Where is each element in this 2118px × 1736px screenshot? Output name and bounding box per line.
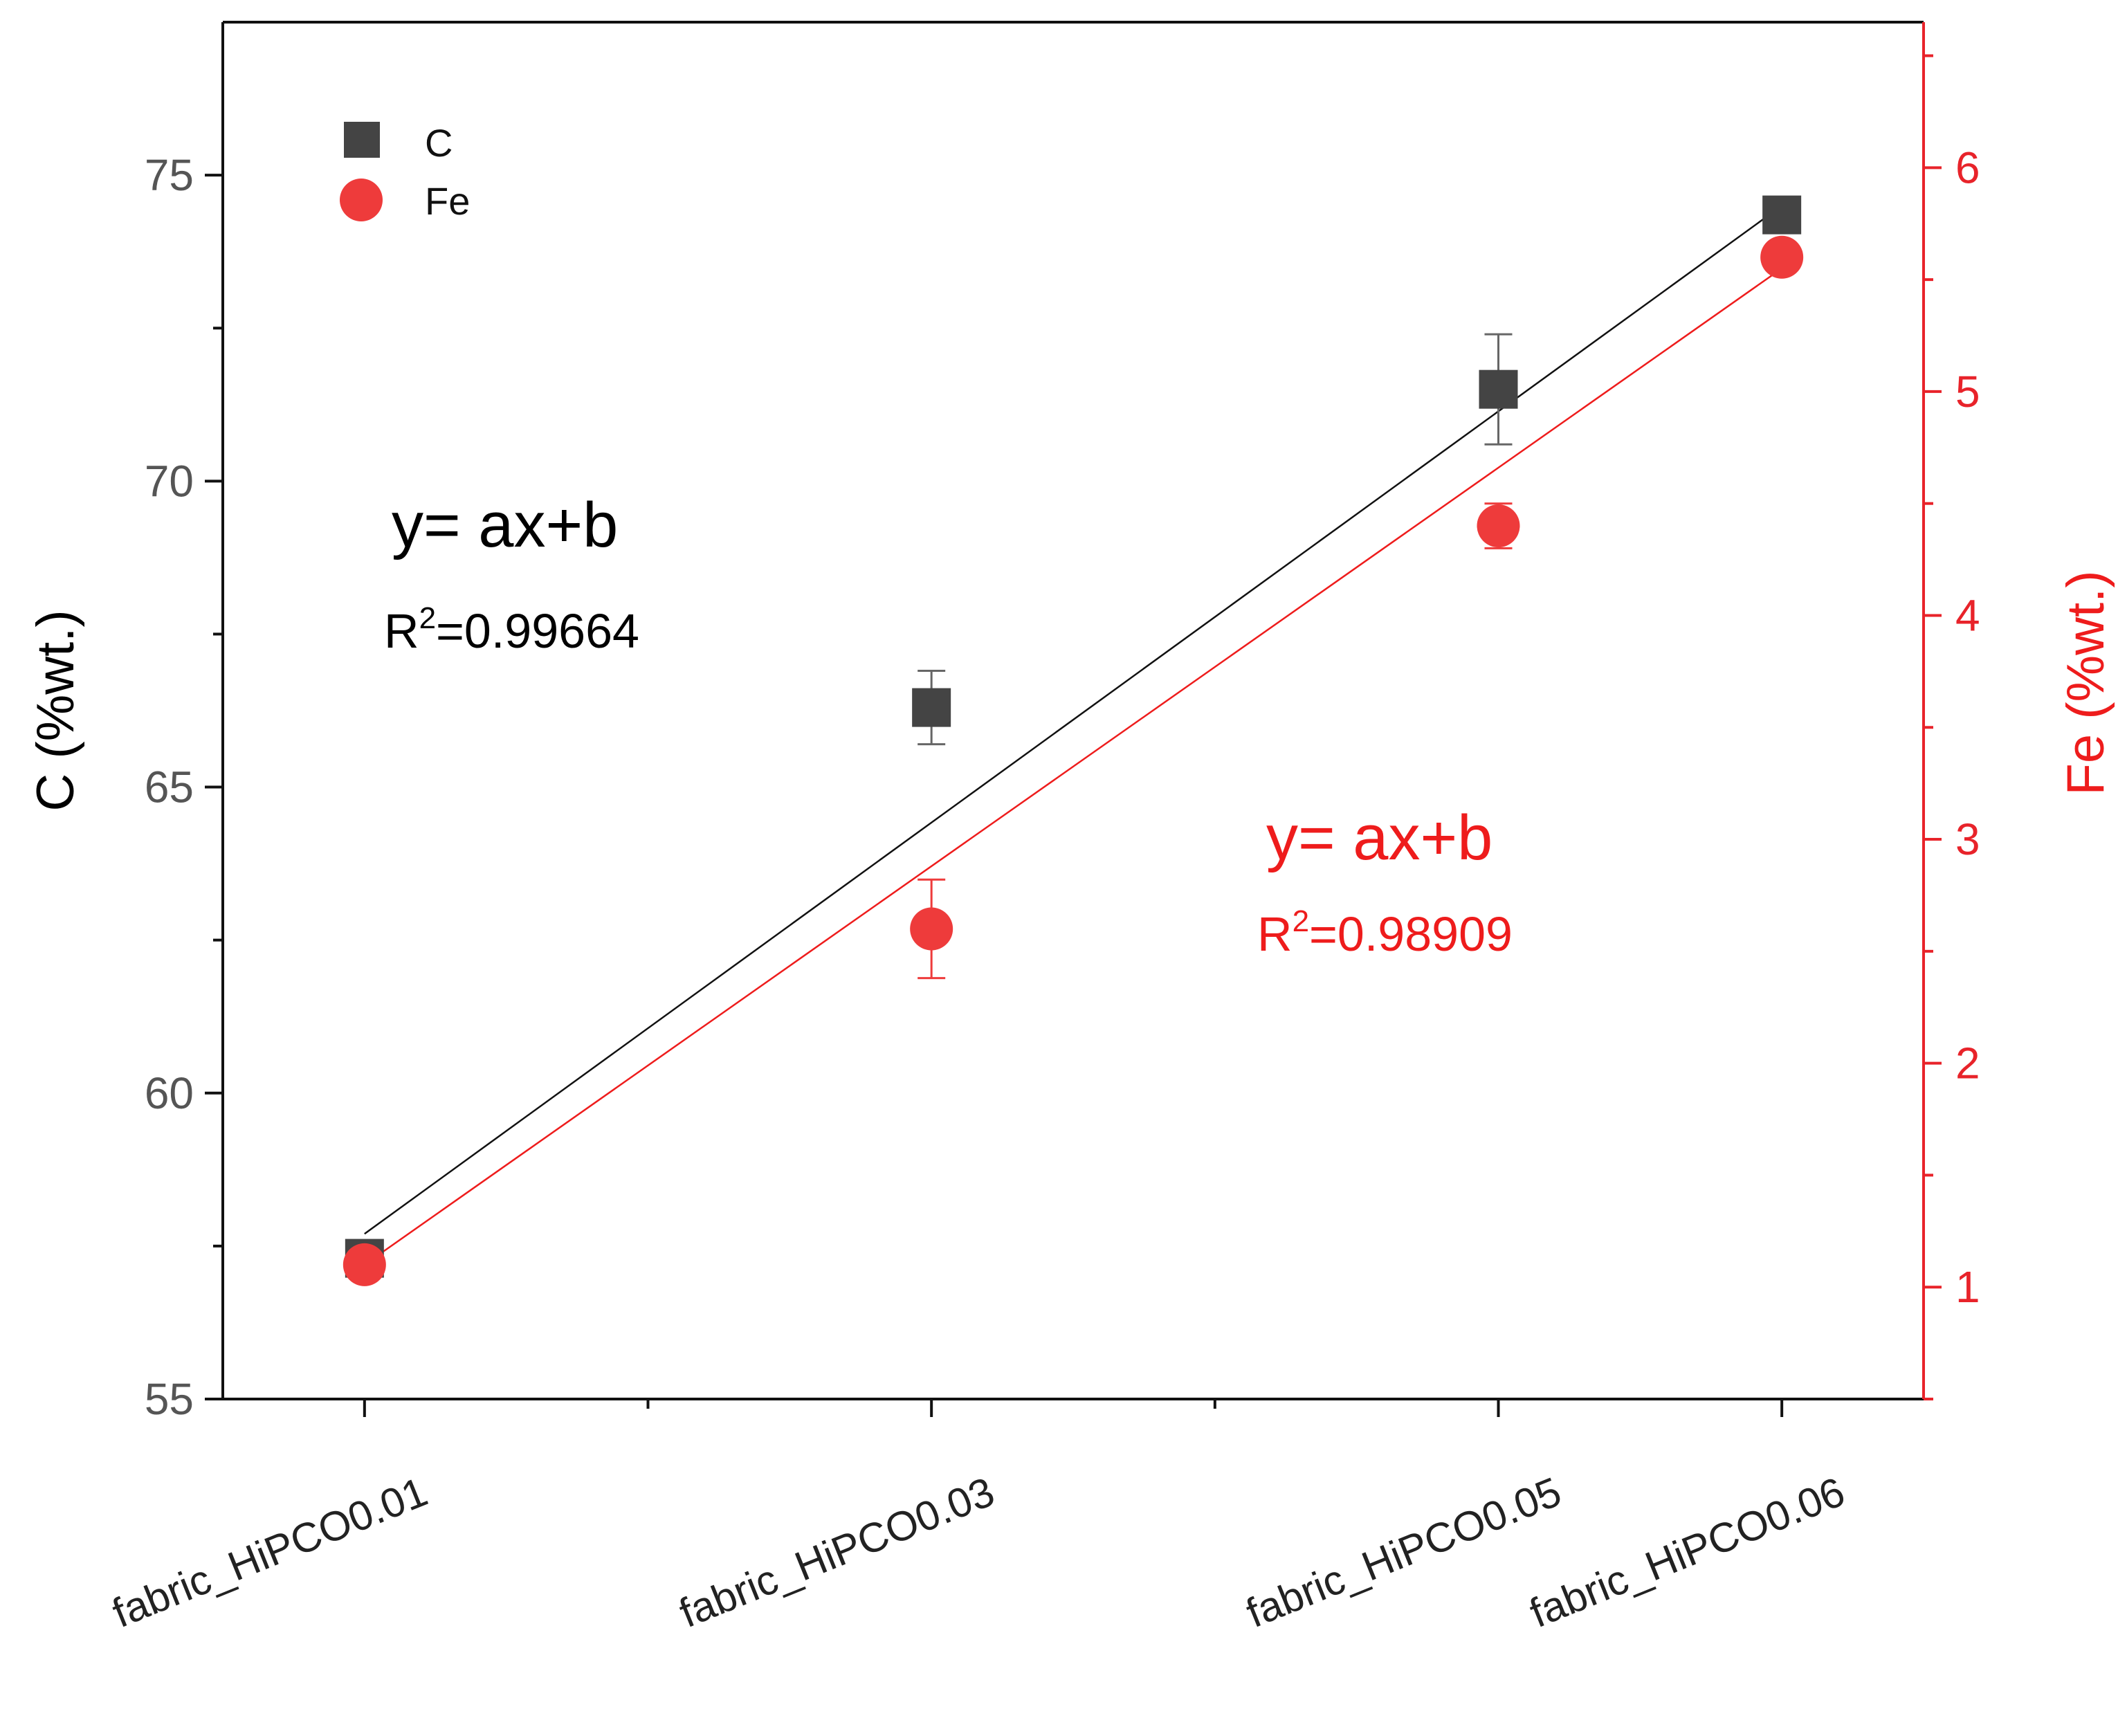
fe-data-point [343, 1243, 386, 1286]
right-tick-label: 5 [1955, 367, 1980, 417]
right-axis-title: Fe (%wt.) [2056, 570, 2115, 795]
left-tick-label: 55 [145, 1374, 194, 1424]
c-fit-line [364, 205, 1782, 1235]
fe-fit-equation: y= ax+b [1266, 803, 1492, 873]
legend-label-fe: Fe [425, 179, 470, 223]
right-axis-ticks: 1 2 3 4 5 6 [1924, 54, 1980, 1400]
c-fit-equation: y= ax+b [392, 490, 618, 560]
left-tick-label: 70 [145, 456, 194, 506]
c-data-point [912, 688, 951, 727]
legend: C Fe [340, 121, 470, 223]
fe-data-point [910, 907, 953, 951]
c-data-point [1479, 369, 1518, 409]
left-tick-label: 65 [145, 762, 194, 812]
right-tick-label: 4 [1955, 590, 1980, 640]
right-tick-label: 2 [1955, 1039, 1980, 1088]
c-data-point [1762, 195, 1802, 235]
fe-data-point [1760, 235, 1804, 279]
c-fit-annotation: y= ax+b R2=0.99664 [384, 490, 639, 658]
left-axis-title: C (%wt.) [26, 610, 85, 811]
legend-marker-c [344, 122, 380, 158]
c-fit-r-squared: R2=0.99664 [384, 601, 639, 658]
right-tick-label: 6 [1955, 143, 1980, 192]
left-tick-label: 75 [145, 150, 194, 200]
fe-fit-r-squared: R2=0.98909 [1257, 904, 1513, 961]
right-tick-label: 3 [1955, 814, 1980, 864]
fe-fit-annotation: y= ax+b R2=0.98909 [1257, 803, 1513, 961]
plot-frame [221, 21, 1925, 1400]
fe-fit-line [364, 267, 1782, 1266]
fe-data-point [1477, 504, 1520, 548]
legend-label-c: C [425, 121, 453, 165]
legend-marker-fe [340, 179, 383, 221]
fit-lines [364, 205, 1782, 1266]
right-tick-label: 1 [1955, 1262, 1980, 1312]
data-markers [343, 195, 1804, 1286]
left-tick-label: 60 [145, 1068, 194, 1118]
left-axis-ticks: 55 60 65 70 75 [145, 150, 223, 1424]
